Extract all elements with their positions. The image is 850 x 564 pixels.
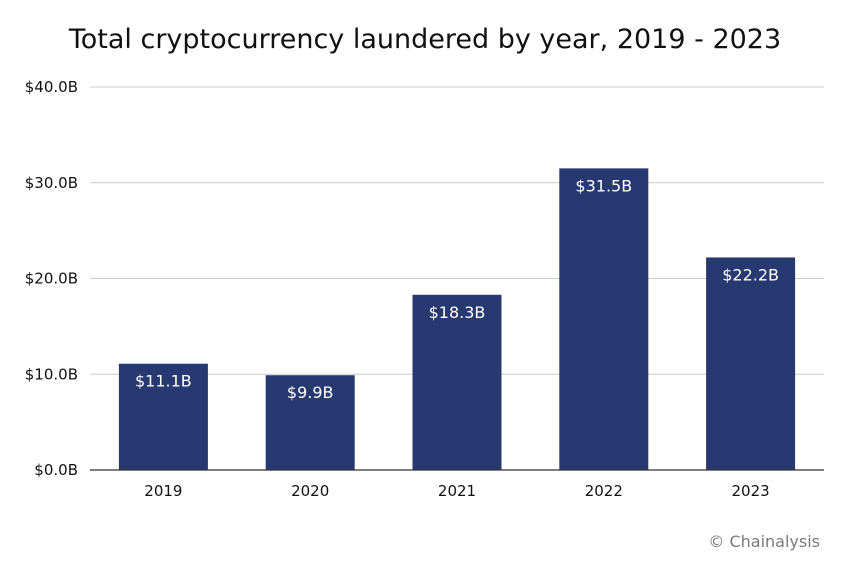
x-tick-label: 2019 — [144, 482, 182, 500]
bar — [118, 363, 208, 470]
x-tick-label: 2021 — [438, 482, 476, 500]
data-label: $11.1B — [135, 372, 192, 391]
data-label: $31.5B — [575, 176, 632, 195]
y-tick-label: $30.0B — [25, 174, 78, 192]
y-tick-label: $20.0B — [25, 270, 78, 288]
y-tick-label: $0.0B — [34, 461, 78, 479]
y-tick-label: $10.0B — [25, 365, 78, 383]
bar — [706, 257, 796, 470]
bar — [265, 375, 355, 470]
data-label: $22.2B — [722, 265, 779, 284]
x-tick-label: 2023 — [732, 482, 770, 500]
x-tick-label: 2022 — [585, 482, 623, 500]
chart-title: Total cryptocurrency laundered by year, … — [68, 24, 782, 55]
bar — [559, 168, 649, 470]
x-tick-label: 2020 — [291, 482, 329, 500]
bar — [412, 294, 502, 470]
data-label: $18.3B — [429, 303, 486, 322]
source-credit: © Chainalysis — [708, 532, 820, 551]
y-tick-label: $40.0B — [25, 78, 78, 96]
data-label: $9.9B — [287, 383, 334, 402]
